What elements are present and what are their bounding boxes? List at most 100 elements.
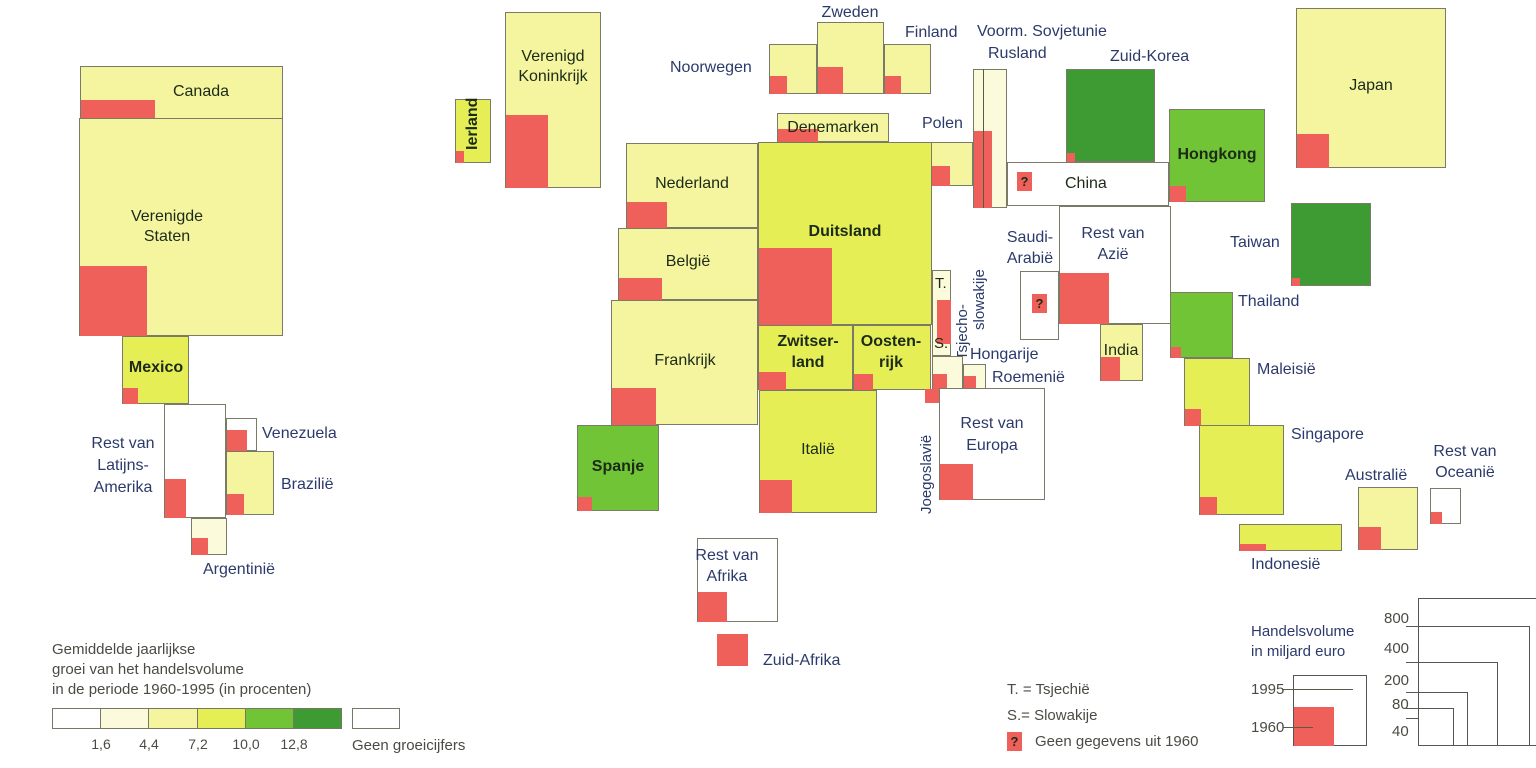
label-singapore: Singapore [1291,426,1364,443]
italie-1960-value [760,480,792,513]
legend-swatch-6 [293,708,342,729]
joegoslavie-1960-value [925,389,939,403]
india-1960-value [1101,357,1120,381]
label-rest-oceanie-2: Oceanië [1435,464,1495,481]
label-sovjet-2: Rusland [988,45,1047,62]
legend-abbr-s: S.= Slowakije [1007,707,1098,724]
nederland-1960-value [627,202,667,228]
label-japan: Japan [1349,77,1393,94]
label-rest-azie-2: Azië [1097,246,1129,263]
label-oostenrijk-1: Oosten- [860,333,922,350]
label-mexico: Mexico [128,359,184,376]
legend-swatch-4 [197,708,246,729]
zweden-1960-value [818,67,843,94]
label-zuidkorea: Zuid-Korea [1110,48,1190,65]
label-t: T. [935,275,947,292]
country-zweden [817,22,884,94]
legend-year-1960: 1960 [1251,719,1285,736]
label-venezuela: Venezuela [262,425,337,442]
country-taiwan [1291,203,1371,286]
roemenie-1960-value [964,376,976,389]
label-vs-line2: Staten [143,228,191,245]
label-zwitserland-2: land [791,354,825,371]
legend-swatch-3 [148,708,198,729]
legend-no-growth-label: Geen groeicijfers [352,737,466,754]
country-zuid-korea [1066,69,1155,162]
label-rest-oceanie-1: Rest van [1433,443,1497,460]
legend-swatch-2 [100,708,149,729]
label-zwitserland-1: Zwitser- [777,333,839,350]
legend-tick-4: 10,0 [232,736,260,752]
legend-growth-title-2: groei van het handelsvolume [52,661,244,678]
label-duitsland: Duitsland [808,223,882,240]
label-polen: Polen [922,115,963,132]
label-taiwan: Taiwan [1230,234,1280,251]
ierland-1960-value [456,151,464,163]
rest-oceanie-1960-value [1431,512,1442,524]
finland-1960-value [885,76,901,94]
country-saudi-arabie [1020,271,1059,340]
scale-label-40: 40 [1392,723,1409,740]
label-zuidafrika: Zuid-Afrika [763,652,841,669]
mexico-1960-value [123,388,138,404]
label-rest-europa-2: Europa [966,437,1018,454]
label-india: India [1103,342,1139,359]
legend-swatch-no-growth [352,708,400,729]
thailand-1960-value [1171,347,1181,358]
label-sovjet-1: Voorm. Sovjetunie [977,23,1107,40]
duitsland-1960-value [759,248,832,325]
label-rest-latam-3: Amerika [93,479,153,496]
label-china: China [1065,175,1107,192]
label-australie: Australië [1345,467,1408,484]
zuidkorea-1960-value [1067,153,1075,162]
scale-label-800: 800 [1384,610,1410,627]
label-saudi-2: Arabië [1006,250,1054,267]
scale-pointer-40 [1406,718,1418,719]
scale-pointer-200 [1406,692,1418,693]
scale-pointer-800 [1406,626,1418,627]
label-roemenie: Roemenië [992,369,1065,386]
sovjet-connector [983,69,984,208]
vs-1960-value [80,266,147,336]
frankrijk-1960-value [612,388,656,425]
legend-year-1995: 1995 [1251,681,1285,698]
label-belgie: België [665,253,711,270]
label-saudi-1: Saudi- [1006,229,1054,246]
denemarken-1960-value [778,129,818,142]
legend-no-data-label: Geen gegevens uit 1960 [1035,733,1199,750]
label-rest-afrika-2: Afrika [706,568,748,585]
hongarije-1960-value [933,374,947,389]
label-joegoslavie: Joegoslavië [918,434,935,514]
label-rest-europa-1: Rest van [960,415,1024,432]
label-s: S. [934,335,949,352]
zwitserland-1960-value [759,372,786,390]
scale-label-80: 80 [1392,696,1409,713]
venezuela-1960-value [227,430,247,451]
label-ierland: Ierland [464,97,481,150]
label-denemarken: Denemarken [787,119,879,136]
saudi-no-1960-data: ? [1032,294,1047,313]
label-italie: Italië [801,441,835,458]
legend-no-data-mark: ? [1007,732,1022,751]
legend-1960-pointer [1283,727,1313,728]
spanje-1960-value [578,497,592,511]
legend-1960-square [1294,707,1334,746]
legend-swatch-5 [245,708,294,729]
legend-volume-title-2: in miljard euro [1251,643,1346,660]
legend-growth-title-1: Gemiddelde jaarlijkse [52,641,196,658]
country-spanje [577,425,659,511]
indonesie-1960-value [1240,544,1266,551]
polen-1960-value [932,166,950,186]
label-thailand: Thailand [1238,293,1300,310]
label-maleisie: Maleisië [1257,361,1316,378]
label-rest-latam-1: Rest van [91,435,155,452]
label-rest-azie-1: Rest van [1081,225,1145,242]
scale-label-400: 400 [1384,640,1410,657]
label-tsjecho-2: slowakije [971,269,988,330]
label-finland: Finland [905,24,958,41]
zuidafrika-1960-value [717,634,748,666]
label-rest-afrika-1: Rest van [695,547,759,564]
rest-azie-1960-value [1060,273,1109,324]
tsjecho-1960-value [937,300,951,344]
